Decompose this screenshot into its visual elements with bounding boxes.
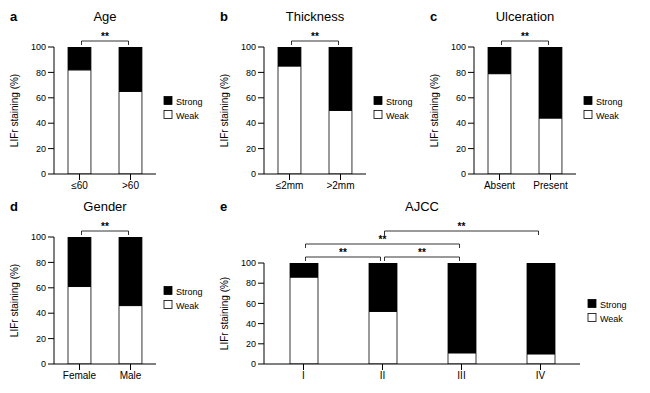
svg-text:**: **	[311, 31, 319, 42]
svg-text:**: **	[101, 31, 109, 42]
svg-text:IV: IV	[536, 370, 546, 381]
svg-text:e: e	[220, 199, 227, 214]
svg-text:80: 80	[456, 68, 466, 78]
svg-text:20: 20	[36, 144, 46, 154]
svg-text:**: **	[458, 221, 466, 232]
svg-text:Ulceration: Ulceration	[496, 9, 555, 24]
svg-text:100: 100	[31, 42, 46, 52]
svg-text:a: a	[10, 9, 18, 24]
svg-text:80: 80	[246, 278, 256, 288]
svg-text:Weak: Weak	[176, 111, 199, 121]
svg-text:80: 80	[246, 68, 256, 78]
svg-text:0: 0	[251, 359, 256, 369]
svg-text:Strong: Strong	[386, 97, 413, 107]
svg-text:**: **	[101, 221, 109, 232]
svg-text:Strong: Strong	[600, 300, 627, 310]
svg-text:II: II	[380, 370, 386, 381]
svg-text:60: 60	[36, 283, 46, 293]
svg-text:100: 100	[241, 258, 256, 268]
svg-text:>60: >60	[122, 180, 139, 191]
svg-text:40: 40	[36, 118, 46, 128]
svg-text:Age: Age	[93, 9, 116, 24]
svg-text:LIFr staining (%): LIFr staining (%)	[9, 264, 20, 337]
svg-text:40: 40	[456, 118, 466, 128]
svg-text:Weak: Weak	[600, 314, 623, 324]
svg-text:≤60: ≤60	[71, 180, 88, 191]
svg-text:40: 40	[36, 308, 46, 318]
svg-text:60: 60	[246, 93, 256, 103]
svg-text:0: 0	[461, 169, 466, 179]
svg-text:60: 60	[246, 299, 256, 309]
svg-text:>2mm: >2mm	[326, 180, 354, 191]
svg-text:Strong: Strong	[176, 97, 203, 107]
svg-text:Strong: Strong	[596, 97, 623, 107]
svg-text:AJCC: AJCC	[405, 199, 439, 214]
svg-text:Weak: Weak	[596, 111, 619, 121]
svg-text:0: 0	[41, 169, 46, 179]
svg-text:0: 0	[251, 169, 256, 179]
svg-text:LIFr staining (%): LIFr staining (%)	[9, 74, 20, 147]
svg-text:Male: Male	[120, 370, 142, 381]
svg-text:20: 20	[246, 339, 256, 349]
svg-text:I: I	[302, 370, 305, 381]
svg-text:0: 0	[41, 359, 46, 369]
svg-text:80: 80	[36, 258, 46, 268]
svg-text:Present: Present	[533, 180, 568, 191]
svg-text:≤2mm: ≤2mm	[276, 180, 304, 191]
svg-text:**: **	[521, 31, 529, 42]
svg-text:**: **	[339, 247, 347, 258]
svg-text:III: III	[457, 370, 465, 381]
svg-text:b: b	[220, 9, 228, 24]
svg-text:60: 60	[456, 93, 466, 103]
svg-text:20: 20	[246, 144, 256, 154]
svg-text:60: 60	[36, 93, 46, 103]
svg-text:Female: Female	[63, 370, 97, 381]
svg-text:20: 20	[456, 144, 466, 154]
svg-text:c: c	[430, 9, 437, 24]
svg-text:LIFr staining (%): LIFr staining (%)	[219, 74, 230, 147]
svg-text:40: 40	[246, 118, 256, 128]
svg-text:**: **	[379, 234, 387, 245]
svg-text:100: 100	[451, 42, 466, 52]
svg-text:Weak: Weak	[176, 301, 199, 311]
svg-text:80: 80	[36, 68, 46, 78]
svg-text:40: 40	[246, 319, 256, 329]
svg-text:20: 20	[36, 334, 46, 344]
svg-text:Weak: Weak	[386, 111, 409, 121]
svg-text:Gender: Gender	[83, 199, 127, 214]
svg-text:Absent: Absent	[484, 180, 515, 191]
svg-text:LIFr staining (%): LIFr staining (%)	[429, 74, 440, 147]
svg-text:100: 100	[31, 232, 46, 242]
svg-text:LIFr staining (%): LIFr staining (%)	[219, 277, 230, 350]
svg-text:100: 100	[241, 42, 256, 52]
svg-text:Thickness: Thickness	[286, 9, 345, 24]
svg-text:**: **	[418, 247, 426, 258]
svg-text:d: d	[10, 199, 18, 214]
svg-text:Strong: Strong	[176, 287, 203, 297]
